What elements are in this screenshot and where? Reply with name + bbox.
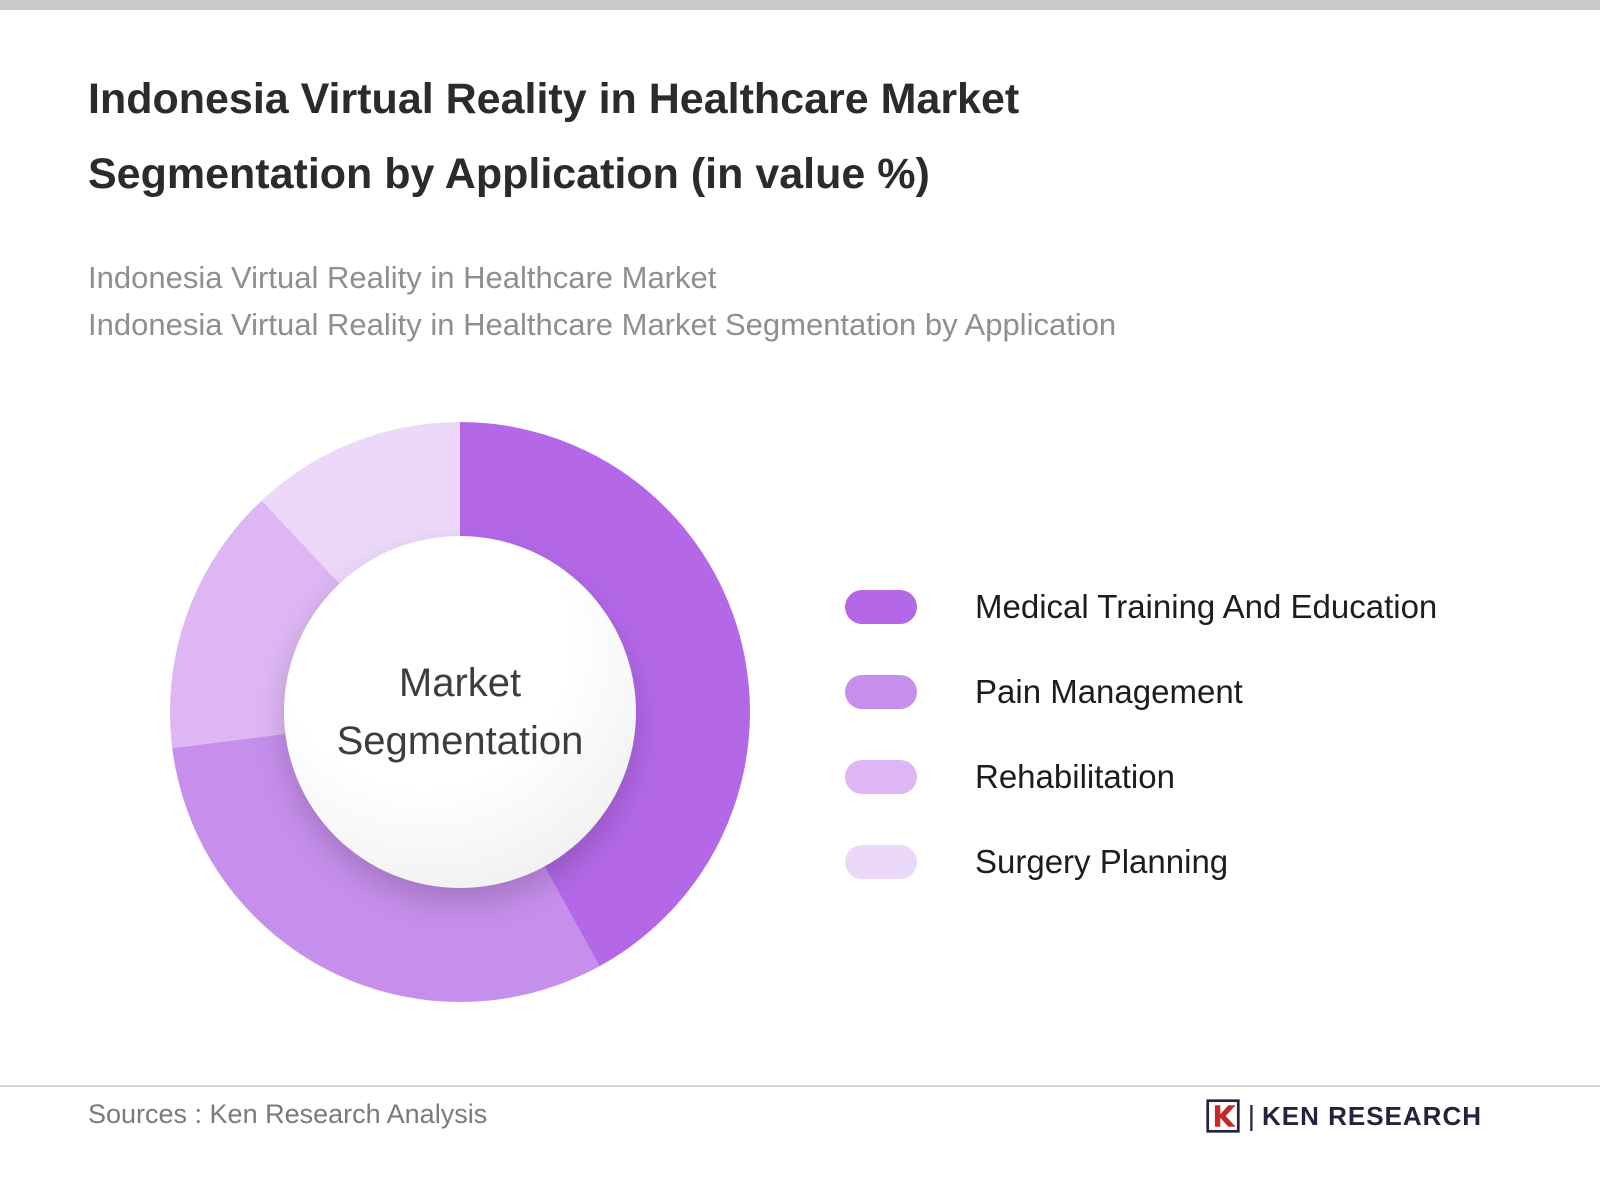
sources-text: Sources : Ken Research Analysis [88,1099,488,1129]
chart-legend: Medical Training And Education Pain Mana… [845,588,1438,930]
legend-item: Pain Management [845,673,1437,710]
logo-separator: | [1247,1100,1255,1131]
donut-center: Market Segmentation [284,536,636,888]
donut-chart: Market Segmentation [170,422,750,1002]
page-title: Indonesia Virtual Reality in Healthcare … [88,75,1020,199]
legend-item: Surgery Planning [845,843,1437,880]
legend-swatch-medical-training [845,590,917,624]
ken-research-logo: | KEN RESEARCH [1205,1098,1482,1134]
ken-research-logo-icon [1205,1098,1241,1134]
subtitle-line-1: Indonesia Virtual Reality in Healthcare … [88,260,717,295]
ken-research-logo-text: KEN RESEARCH [1261,1100,1482,1131]
legend-label-rehabilitation: Rehabilitation [975,758,1175,795]
legend-label-medical-training: Medical Training And Education [975,588,1438,625]
legend-swatch-pain-management [845,675,917,709]
footer-divider [0,1085,1600,1087]
legend-item: Rehabilitation [845,758,1437,795]
legend-swatch-surgery-planning [845,845,917,879]
legend-item: Medical Training And Education [845,588,1438,625]
subtitle: Indonesia Virtual Reality in Healthcare … [88,255,1116,348]
donut-center-label: Market Segmentation [336,661,584,763]
subtitle-line-2: Indonesia Virtual Reality in Healthcare … [88,306,1117,342]
legend-swatch-rehabilitation [845,760,917,794]
legend-label-pain-management: Pain Management [975,673,1243,710]
top-bar [0,0,1600,10]
legend-label-surgery-planning: Surgery Planning [975,843,1229,880]
